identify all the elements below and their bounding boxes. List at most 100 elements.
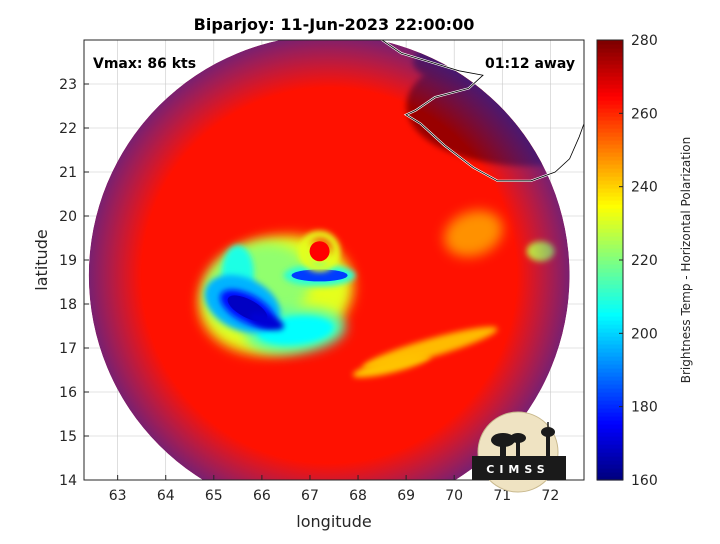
colorbar-strip [597,224,623,229]
colorbar-strip [597,336,623,341]
cimss-logo-text: CIMSS [486,463,549,476]
colorbar-strip [597,356,623,361]
colorbar-strip [597,304,623,309]
colorbar-strip [597,104,623,109]
swath-limb-shade [88,40,570,480]
colorbar-strip [597,476,623,481]
colorbar-strip [597,44,623,49]
colorbar-tick-label: 260 [631,106,658,122]
colorbar-strip [597,188,623,193]
colorbar-strip [597,292,623,297]
colorbar-gradient [597,40,623,481]
y-axis-ticks: 14 15 16 17 18 19 20 21 22 23 [59,77,89,489]
colorbar-strip [597,432,623,437]
colorbar-tick-label: 160 [631,473,658,489]
colorbar-strip [597,192,623,197]
colorbar-strip [597,48,623,53]
colorbar-strip [597,212,623,217]
colorbar-strip [597,200,623,205]
y-tick-label: 19 [59,253,77,269]
colorbar-strip [597,320,623,325]
colorbar-strip [597,380,623,385]
colorbar-strip [597,468,623,473]
colorbar-strip [597,384,623,389]
colorbar-strip [597,424,623,429]
colorbar-strip [597,232,623,237]
y-tick-label: 14 [59,473,77,489]
colorbar-strip [597,64,623,69]
colorbar-strip [597,116,623,121]
colorbar-strip [597,368,623,373]
colorbar-strip [597,120,623,125]
x-tick-label: 66 [253,488,271,504]
colorbar-strip [597,328,623,333]
colorbar-strip [597,408,623,413]
colorbar-strip [597,316,623,321]
colorbar-strip [597,56,623,61]
colorbar: 160 180 200 220 240 260 280 Brightness Temp - … [596,33,693,489]
colorbar-strip [597,240,623,245]
colorbar-strip [597,452,623,457]
x-tick-label: 72 [541,488,559,504]
colorbar-strip [597,256,623,261]
x-tick-label: 68 [349,488,367,504]
colorbar-strip [597,152,623,157]
colorbar-strip [597,168,623,173]
colorbar-strip [597,420,623,425]
vmax-annotation: Vmax: 86 kts [93,56,196,72]
x-tick-label: 70 [445,488,463,504]
colorbar-strip [597,100,623,105]
colorbar-strip [597,160,623,165]
colorbar-strip [597,220,623,225]
x-tick-label: 63 [109,488,127,504]
colorbar-strip [597,428,623,433]
colorbar-tick-label: 280 [631,33,658,49]
colorbar-strip [597,324,623,329]
colorbar-strip [597,276,623,281]
y-tick-label: 18 [59,297,77,313]
y-tick-label: 16 [59,385,77,401]
colorbar-strip [597,148,623,153]
colorbar-strip [597,308,623,313]
colorbar-label: Brightness Temp - Horizontal Polarizatio… [679,137,693,384]
colorbar-strip [597,248,623,253]
colorbar-strip [597,196,623,201]
colorbar-strip [597,396,623,401]
colorbar-strip [597,300,623,305]
colorbar-strip [597,236,623,241]
colorbar-strip [597,72,623,77]
colorbar-strip [597,280,623,285]
colorbar-strip [597,284,623,289]
y-tick-label: 15 [59,429,77,445]
colorbar-strip [597,128,623,133]
colorbar-strip [597,136,623,141]
colorbar-strip [597,416,623,421]
colorbar-strip [597,244,623,249]
colorbar-strip [597,364,623,369]
x-tick-label: 71 [493,488,511,504]
colorbar-strip [597,96,623,101]
colorbar-strip [597,176,623,181]
colorbar-strip [597,184,623,189]
x-tick-label: 65 [205,488,223,504]
y-tick-label: 17 [59,341,77,357]
coastline-outline [381,40,584,182]
colorbar-strip [597,312,623,317]
colorbar-strip [597,60,623,65]
colorbar-strip [597,352,623,357]
colorbar-strip [597,348,623,353]
colorbar-strip [597,80,623,85]
y-tick-label: 20 [59,209,77,225]
colorbar-strip [597,456,623,461]
colorbar-strip [597,132,623,137]
y-axis-label: latitude [32,229,51,290]
y-tick-label: 21 [59,165,77,181]
colorbar-strip [597,472,623,477]
colorbar-strip [597,372,623,377]
colorbar-strip [597,180,623,185]
x-axis-ticks: 63 64 65 66 67 68 69 70 71 72 [109,475,559,504]
colorbar-strip [597,376,623,381]
colorbar-tick-label: 180 [631,400,658,416]
